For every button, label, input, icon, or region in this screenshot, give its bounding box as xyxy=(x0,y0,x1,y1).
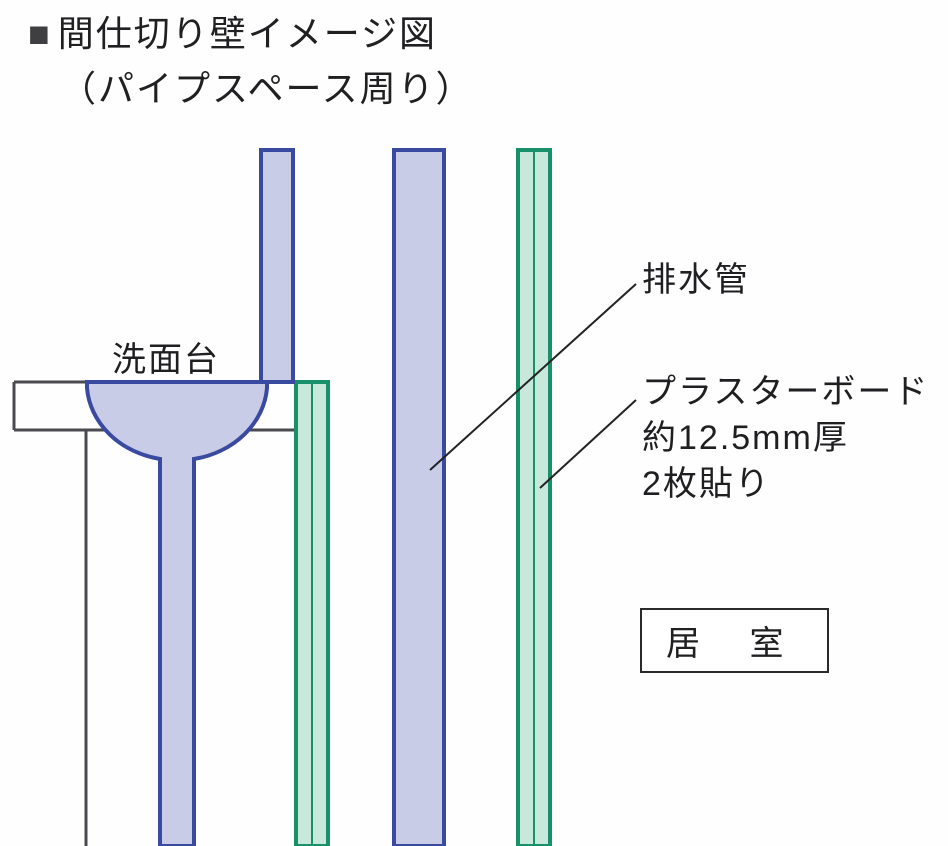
label-plasterboard-line2: 約12.5mm厚 xyxy=(642,419,849,457)
label-room: 居 室 xyxy=(640,608,829,673)
label-washbasin: 洗面台 xyxy=(112,338,220,384)
label-plasterboard-line3: 2枚貼り xyxy=(642,465,771,503)
label-plasterboard-line1: プラスターボード xyxy=(642,373,929,411)
drain-pipe xyxy=(394,150,444,846)
leader-board xyxy=(540,400,636,488)
inlet-pipe xyxy=(261,150,293,382)
label-plasterboard: プラスターボード 約12.5mm厚 2枚貼り xyxy=(642,370,929,508)
label-drain-pipe: 排水管 xyxy=(642,258,750,304)
washbasin xyxy=(87,382,267,846)
